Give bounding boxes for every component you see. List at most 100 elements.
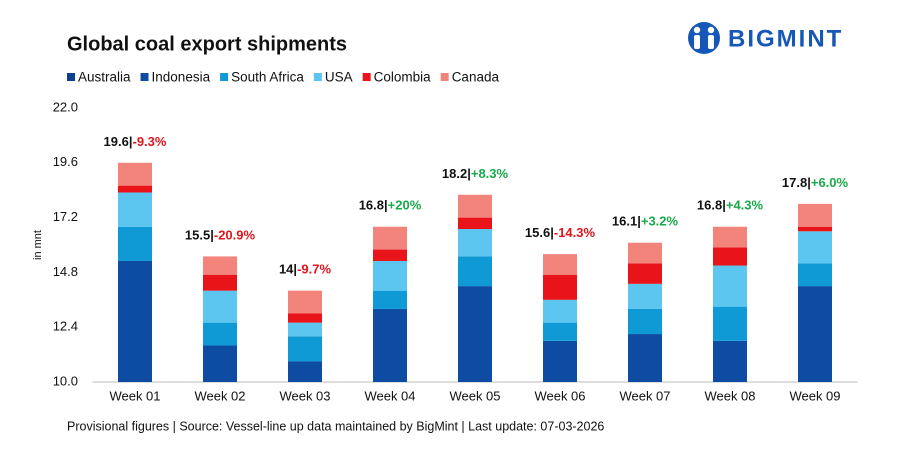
bar-segment	[543, 322, 577, 341]
legend-swatch	[220, 73, 229, 81]
y-tick-label: 14.8	[53, 264, 78, 279]
bar-segment	[288, 322, 322, 337]
separator: |	[722, 198, 726, 213]
separator: |	[384, 198, 388, 213]
x-tick-label: Week 05	[449, 388, 500, 403]
bar-segment	[203, 345, 237, 382]
legend-label: South Africa	[231, 70, 304, 85]
x-tick-label: Week 03	[279, 388, 330, 403]
legend-label: USA	[325, 70, 353, 85]
bar-segment	[543, 254, 577, 275]
bar-segment	[118, 260, 152, 382]
change-label: +4.3%	[726, 198, 764, 213]
x-tick-label: Week 09	[789, 388, 840, 403]
bar-segment	[713, 247, 747, 266]
bar-segment	[203, 256, 237, 275]
total-label: 16.8	[359, 198, 384, 213]
footnote: Provisional figures | Source: Vessel-lin…	[67, 419, 604, 433]
data-label: 17.8|+6.0%	[782, 175, 849, 190]
data-label: 15.5|-20.9%	[185, 228, 256, 243]
bar-segment	[288, 313, 322, 323]
bar-segment	[713, 340, 747, 382]
chart-title: Global coal export shipments	[67, 33, 347, 55]
bar-segment	[373, 226, 407, 250]
change-label: +20%	[388, 198, 422, 213]
bar-segment	[628, 283, 662, 309]
total-label: 17.8	[782, 175, 807, 190]
legend-swatch	[67, 73, 75, 81]
separator: |	[129, 134, 133, 149]
data-label: 16.8|+20%	[359, 198, 422, 213]
legend-swatch	[313, 73, 322, 81]
x-tick-label: Week 04	[364, 388, 415, 403]
separator: |	[210, 228, 214, 243]
bar-segment	[118, 185, 152, 193]
separator: |	[467, 166, 471, 181]
bar-segment	[203, 322, 237, 346]
bar-segment	[713, 226, 747, 248]
bar-segment	[203, 290, 237, 323]
separator: |	[807, 175, 811, 190]
bar-segment	[543, 299, 577, 323]
bar-segment	[798, 263, 832, 287]
bar-segment	[373, 290, 407, 309]
x-tick-label: Week 02	[194, 388, 245, 403]
bar-segment	[118, 226, 152, 261]
change-label: -9.3%	[132, 134, 166, 149]
bar-segment	[288, 336, 322, 362]
bar-segment	[798, 231, 832, 264]
data-label: 18.2|+8.3%	[442, 166, 509, 181]
data-label: 16.8|+4.3%	[697, 198, 764, 213]
y-tick-label: 22.0	[53, 99, 78, 114]
separator: |	[293, 262, 297, 277]
bar-segment	[798, 203, 832, 227]
bar-segment	[628, 308, 662, 335]
bar-segment	[628, 263, 662, 284]
data-label: 15.6|-14.3%	[525, 226, 596, 241]
data-label: 19.6|-9.3%	[104, 134, 167, 149]
legend-swatch	[362, 73, 371, 81]
legend-label: Canada	[452, 70, 500, 85]
legend-label: Indonesia	[152, 70, 211, 85]
bar-segment	[543, 340, 577, 382]
change-label: -9.7%	[297, 262, 331, 277]
bar-segment	[288, 361, 322, 382]
y-tick-label: 17.2	[53, 209, 78, 224]
bar-segment	[628, 334, 662, 382]
total-label: 16.8	[697, 198, 722, 213]
bar-segment	[628, 242, 662, 264]
bar-segment	[203, 274, 237, 291]
total-label: 14	[279, 262, 294, 277]
x-tick-label: Week 07	[619, 388, 670, 403]
x-tick-label: Week 01	[109, 388, 160, 403]
x-tick-label: Week 06	[534, 388, 585, 403]
brand: BIGMINT	[728, 25, 843, 52]
bar-segment	[458, 229, 492, 257]
bar-segment	[713, 306, 747, 341]
y-axis-label: in mnt	[32, 230, 44, 260]
y-tick-label: 19.6	[53, 154, 78, 169]
bar-segment	[373, 308, 407, 382]
bar-segment	[288, 290, 322, 314]
legend-label: Colombia	[374, 70, 432, 85]
data-label: 14|-9.7%	[279, 262, 332, 277]
change-label: +6.0%	[811, 175, 849, 190]
legend-swatch	[140, 73, 149, 81]
separator: |	[550, 226, 554, 241]
bar-segment	[458, 286, 492, 382]
bar-segment	[713, 265, 747, 307]
total-label: 19.6	[104, 134, 129, 149]
change-label: +3.2%	[641, 214, 679, 229]
change-label: -20.9%	[214, 228, 256, 243]
bar-segment	[543, 274, 577, 300]
total-label: 15.5	[185, 228, 210, 243]
bar-segment	[118, 162, 152, 186]
change-label: +8.3%	[471, 166, 509, 181]
bar-segment	[458, 256, 492, 287]
data-label: 16.1|+3.2%	[612, 214, 679, 229]
bar-segment	[373, 260, 407, 291]
y-tick-label: 10.0	[53, 373, 78, 388]
logo: BIGMINT	[688, 22, 843, 54]
x-tick-label: Week 08	[704, 388, 755, 403]
